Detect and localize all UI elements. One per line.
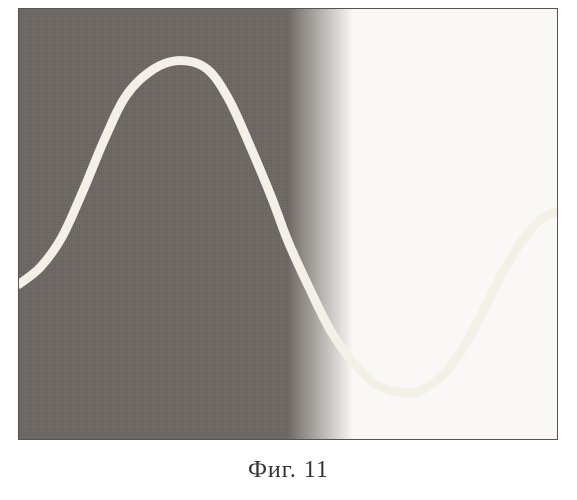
- figure-frame: [18, 8, 558, 440]
- curve-line: [19, 9, 557, 439]
- curve-path: [19, 61, 557, 393]
- figure-caption: Фиг. 11: [0, 457, 577, 484]
